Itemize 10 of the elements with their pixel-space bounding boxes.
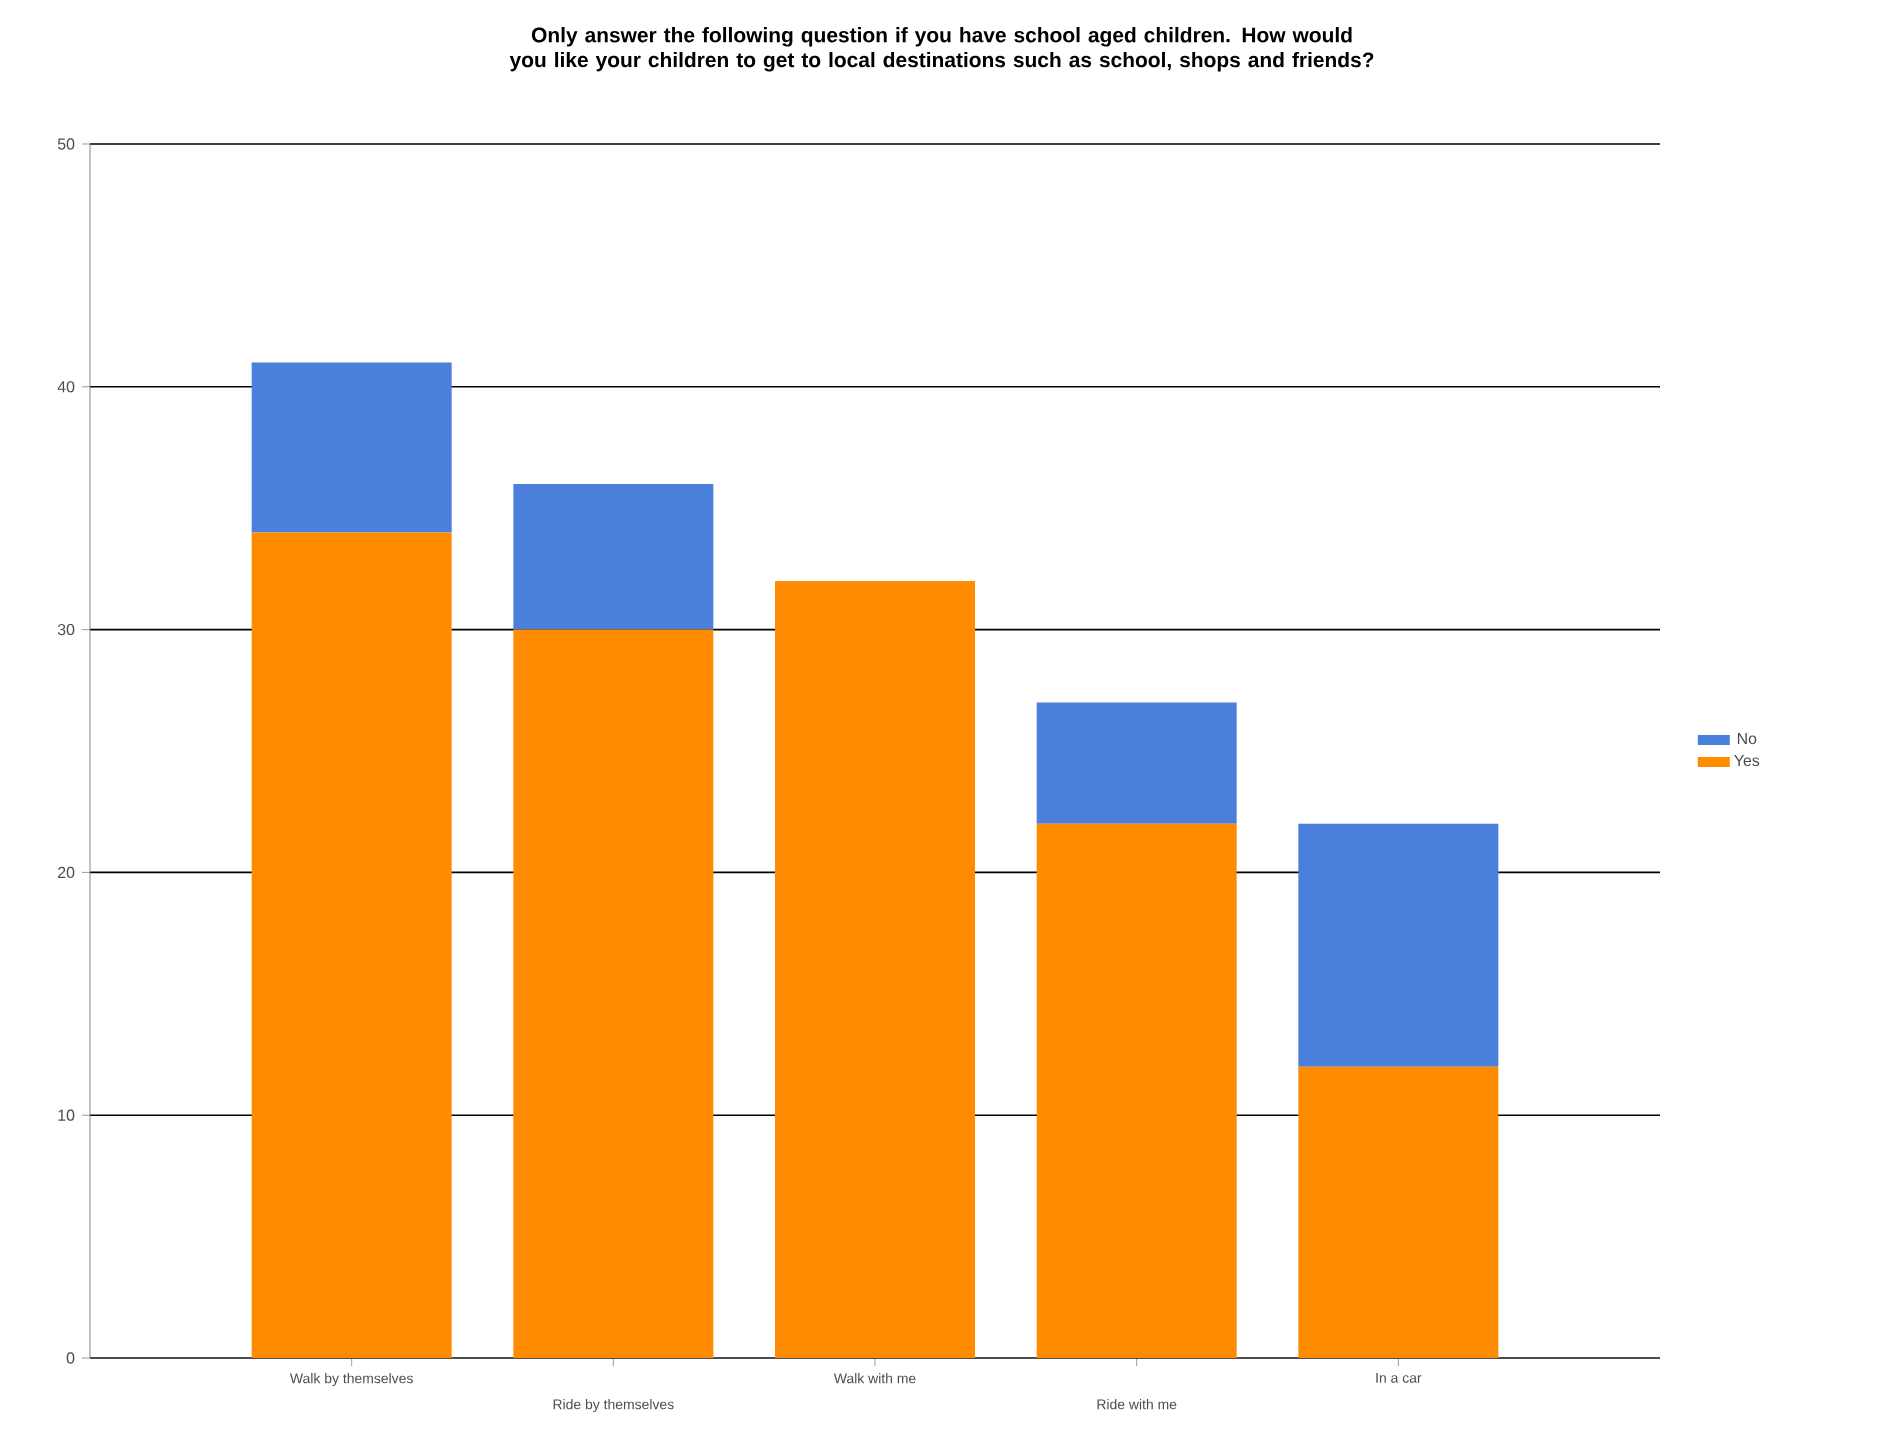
- bar: [513, 483, 714, 630]
- bar: [251, 532, 452, 1358]
- bar: [251, 362, 452, 533]
- bar: [1036, 823, 1237, 1358]
- bar: [513, 629, 714, 1358]
- bar: [1298, 1066, 1499, 1358]
- chart-title: Only answer the following question if you have school aged children. How would you like your children to get to local destinations such as school, shops and friends?: [509, 27, 1374, 72]
- bar: [1036, 702, 1237, 824]
- bar: [1298, 823, 1499, 1067]
- bar: [775, 581, 976, 1358]
